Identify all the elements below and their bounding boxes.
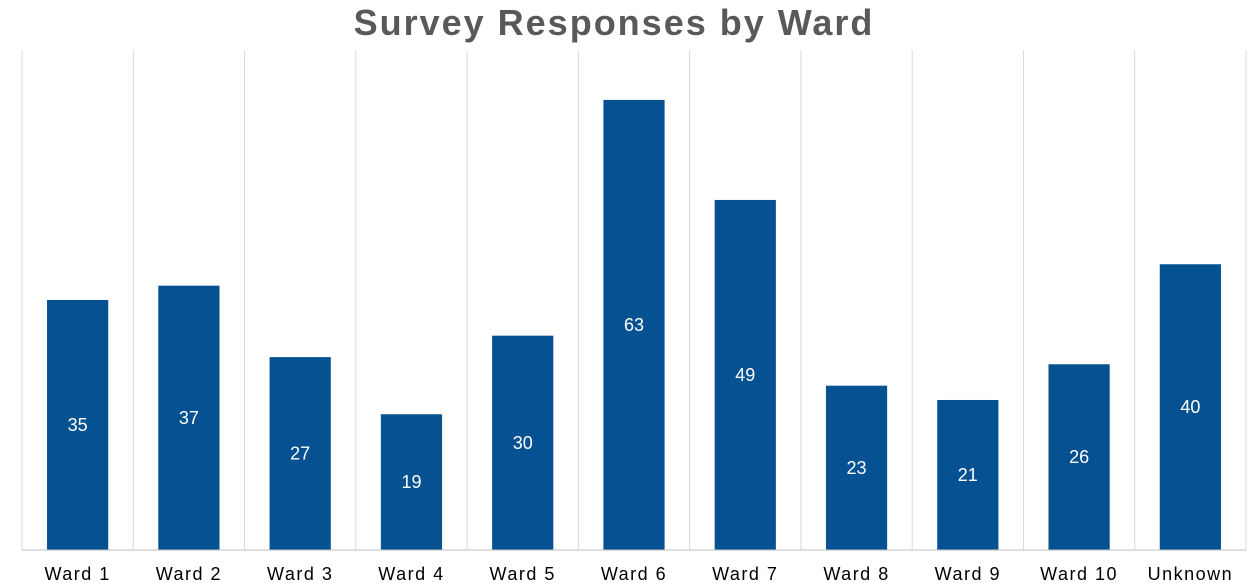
bar-value-label: 23: [847, 458, 867, 478]
x-tick-label: Ward 4: [378, 564, 444, 583]
bar-value-label: 19: [401, 472, 421, 492]
gridlines: [21, 50, 1247, 550]
bar: [158, 285, 220, 550]
bar-value-label: 37: [179, 408, 199, 428]
bar: [269, 357, 331, 550]
bar: [380, 414, 443, 550]
bar-value-label: 40: [1180, 397, 1200, 417]
bar-value-label: 27: [290, 444, 310, 464]
x-tick-label: Ward 10: [1040, 564, 1118, 583]
bar: [825, 385, 888, 550]
bar: [714, 199, 776, 550]
x-tick-label: Ward 5: [490, 564, 556, 583]
bar-value-label: 49: [735, 365, 755, 385]
bar-value-label: 63: [624, 315, 644, 335]
bar: [1159, 264, 1221, 550]
bars: [47, 99, 1221, 550]
bar: [603, 99, 665, 550]
bar-value-label: 26: [1069, 447, 1089, 467]
x-axis-tick-labels: Ward 1 Ward 2 Ward 3 Ward 4 Ward 5 Ward 6 Ward…: [44, 564, 1234, 583]
bar: [1048, 364, 1110, 550]
x-tick-label: Ward 3: [267, 564, 333, 583]
x-tick-label: Ward 7: [712, 564, 778, 583]
bar: [937, 399, 999, 550]
bar-value-label: 35: [68, 415, 88, 435]
x-tick-label: Ward 8: [823, 564, 889, 583]
value-labels: 35 37 27 19 30 63 49 23 21 26 40: [68, 315, 1201, 492]
bar-value-label: 30: [513, 433, 533, 453]
x-tick-label: Ward 1: [44, 564, 110, 583]
bar: [492, 335, 554, 550]
x-tick-label: Unknown: [1148, 564, 1234, 583]
bar-value-label: 21: [958, 465, 978, 485]
bar: [47, 299, 109, 550]
x-tick-label: Ward 9: [935, 564, 1001, 583]
x-tick-label: Ward 2: [156, 564, 222, 583]
x-tick-label: Ward 6: [601, 564, 667, 583]
chart-title: Survey Responses by Ward: [354, 2, 875, 43]
